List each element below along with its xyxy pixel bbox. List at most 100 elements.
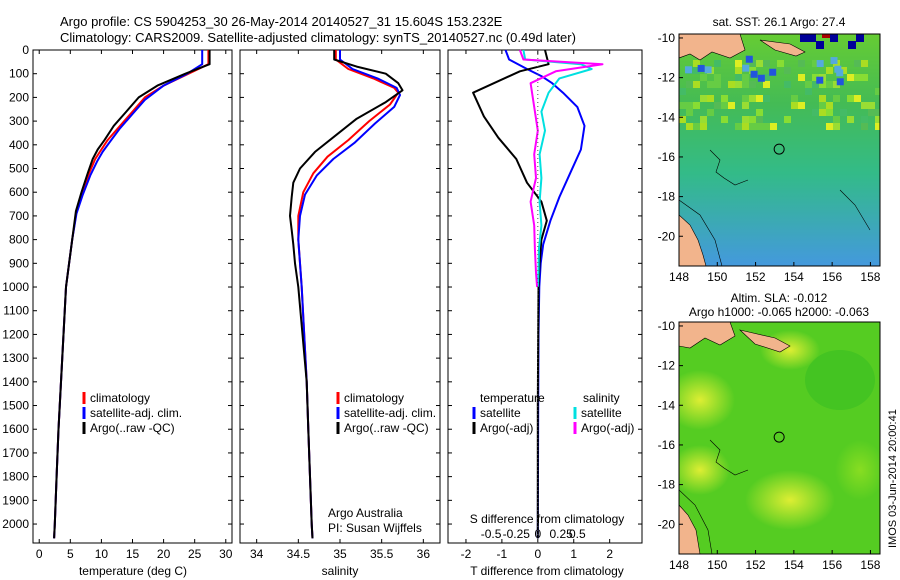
sst-pixel bbox=[749, 95, 756, 102]
depth-tick-label: 300 bbox=[9, 114, 29, 128]
sst-pixel bbox=[836, 69, 844, 77]
sst-pixel bbox=[756, 116, 763, 123]
lat-tick-label: -18 bbox=[658, 478, 676, 492]
lon-tick-label: 156 bbox=[822, 558, 842, 572]
s-diff-tick-label: -0.25 bbox=[503, 527, 531, 541]
sst-pixel bbox=[693, 102, 700, 109]
sst-pixel bbox=[686, 123, 693, 130]
depth-tick-label: 400 bbox=[9, 138, 29, 152]
depth-tick-label: 2000 bbox=[2, 517, 29, 531]
sst-pixel bbox=[697, 64, 705, 72]
sst-pixel bbox=[735, 74, 742, 81]
depth-tick-label: 900 bbox=[9, 256, 29, 270]
sst-pixel bbox=[742, 74, 749, 81]
lon-tick-label: 148 bbox=[669, 270, 689, 284]
header-line-1: Argo profile: CS 5904253_30 26-May-2014 … bbox=[60, 14, 503, 29]
sst-pixel bbox=[812, 74, 819, 81]
sst-pixel bbox=[756, 123, 763, 130]
depth-tick-label: 1800 bbox=[2, 470, 29, 484]
x-tick-label: 35 bbox=[333, 547, 347, 561]
sst-pixel bbox=[742, 102, 749, 109]
sst-pixel bbox=[686, 81, 693, 88]
depth-tick-label: 500 bbox=[9, 162, 29, 176]
sst-pixel bbox=[707, 109, 714, 116]
sst-pixel bbox=[714, 102, 721, 109]
sst-pixel bbox=[812, 60, 819, 67]
sst-pixel bbox=[808, 34, 816, 42]
sst-pixel bbox=[848, 41, 856, 49]
sst-pixel bbox=[875, 123, 880, 130]
sst-pixel bbox=[757, 74, 765, 82]
sst-pixel bbox=[742, 123, 749, 130]
series-line-red bbox=[53, 50, 210, 539]
sst-pixel bbox=[784, 67, 791, 74]
sla-map: Altim. SLA: -0.012 Argo h1000: -0.065 h2… bbox=[658, 291, 881, 572]
x-tick-label: 36 bbox=[417, 547, 431, 561]
x-tick-label: 34 bbox=[250, 547, 264, 561]
depth-tick-label: 1200 bbox=[2, 327, 29, 341]
legend-label-satellite: satellite-adj. clim. bbox=[90, 406, 182, 420]
salinity-axis-label: salinity bbox=[322, 564, 359, 578]
sst-pixel bbox=[836, 78, 844, 86]
depth-tick-label: 1100 bbox=[3, 304, 29, 318]
x-tick-label: 25 bbox=[188, 547, 202, 561]
temperature-panel-frame bbox=[32, 49, 233, 544]
credit-line-2: PI: Susan Wijffels bbox=[328, 521, 422, 535]
legend-label-climatology: climatology bbox=[90, 391, 150, 405]
sst-pixel bbox=[714, 74, 721, 81]
sst-pixel-field bbox=[679, 34, 880, 130]
sla-map-title: Altim. SLA: -0.012 bbox=[731, 291, 828, 305]
salinity-panel-frame bbox=[239, 49, 441, 544]
land-islands bbox=[759, 39, 806, 57]
depth-tick-label: 0 bbox=[22, 43, 29, 57]
sst-pixel bbox=[875, 109, 880, 116]
lat-tick-label: -14 bbox=[658, 398, 676, 412]
lon-tick-label: 150 bbox=[707, 270, 727, 284]
sst-pixel bbox=[833, 116, 840, 123]
legend-label-argo: Argo(..raw -QC) bbox=[90, 421, 175, 435]
lat-tick-label: -10 bbox=[658, 319, 676, 333]
sst-pixel bbox=[816, 76, 824, 84]
sst-pixel bbox=[868, 109, 875, 116]
sst-pixel bbox=[742, 116, 749, 123]
sst-pixel bbox=[763, 60, 770, 67]
sst-pixel bbox=[756, 60, 763, 67]
sst-pixel bbox=[861, 60, 868, 67]
sst-pixel bbox=[816, 60, 824, 68]
sst-pixel bbox=[798, 60, 805, 67]
sst-pixel bbox=[700, 74, 707, 81]
sst-pixel bbox=[826, 109, 833, 116]
x-tick-label: 5 bbox=[67, 547, 74, 561]
sst-pixel bbox=[833, 123, 840, 130]
sst-pixel bbox=[750, 70, 758, 78]
t-diff-axis-label: T difference from climatology bbox=[470, 564, 624, 578]
lat-tick-label: -20 bbox=[658, 517, 676, 531]
sst-pixel bbox=[798, 102, 805, 109]
sla-map-title-2: Argo h1000: -0.065 h2000: -0.063 bbox=[689, 305, 869, 319]
sst-pixel bbox=[721, 95, 728, 102]
x-tick-label: 10 bbox=[95, 547, 109, 561]
sst-pixel bbox=[856, 34, 864, 42]
lon-tick-label: 150 bbox=[707, 558, 727, 572]
sst-pixel bbox=[749, 67, 756, 74]
sst-pixel bbox=[812, 81, 819, 88]
series-line-cyan bbox=[522, 49, 593, 288]
depth-tick-label: 1700 bbox=[2, 446, 29, 460]
depth-tick-label: 1500 bbox=[2, 399, 29, 413]
sst-pixel bbox=[861, 74, 868, 81]
lon-tick-label: 152 bbox=[746, 270, 766, 284]
sla-map-ticks: 148 150 152 154 156 158 -10 -12 -14 -16 -18 -20 bbox=[658, 319, 881, 572]
sst-pixel bbox=[826, 102, 833, 109]
x-tick-label: 0 bbox=[36, 547, 43, 561]
salinity-ticks: 34 34.5 35 35.5 36 bbox=[240, 49, 440, 561]
x-tick-label: 30 bbox=[219, 547, 233, 561]
sst-pixel bbox=[784, 81, 791, 88]
sst-pixel bbox=[693, 67, 700, 74]
sst-pixel bbox=[791, 95, 798, 102]
sst-pixel bbox=[798, 74, 805, 81]
difference-series bbox=[472, 49, 604, 539]
legend-label-s-argo: Argo(-adj) bbox=[581, 421, 634, 435]
sst-pixel bbox=[686, 102, 693, 109]
sst-pixel bbox=[833, 95, 840, 102]
